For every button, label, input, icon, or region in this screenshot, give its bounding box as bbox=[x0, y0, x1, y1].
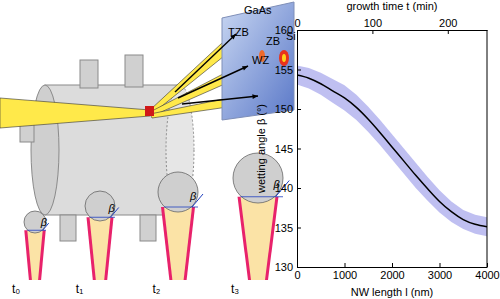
chamber-port bbox=[125, 55, 143, 87]
tick-label: 2000 bbox=[380, 269, 404, 281]
detector bbox=[222, 2, 294, 120]
stage-label: t₀ bbox=[12, 282, 20, 296]
detector-spot bbox=[282, 54, 286, 62]
nanowire-shell bbox=[238, 197, 279, 280]
tick-label: 200 bbox=[439, 17, 457, 29]
series-line bbox=[297, 75, 487, 227]
tick-mark bbox=[297, 109, 301, 110]
arrow bbox=[182, 96, 258, 104]
stage-label: t₂ bbox=[152, 282, 160, 296]
tick: 155 bbox=[275, 64, 301, 76]
tick-label: 140 bbox=[275, 182, 293, 194]
sample bbox=[145, 106, 154, 116]
nanowire-shell bbox=[87, 217, 114, 280]
angle-base bbox=[241, 196, 284, 197]
plot-frame bbox=[487, 30, 488, 267]
tick-mark bbox=[392, 263, 393, 267]
tick-mark bbox=[448, 30, 449, 34]
chamber-port bbox=[140, 215, 156, 241]
axis-line bbox=[298, 30, 488, 31]
nanowire-core bbox=[27, 230, 42, 280]
detector-label: TZB bbox=[228, 26, 249, 38]
tick: 200 bbox=[439, 17, 457, 34]
tick-mark bbox=[345, 263, 346, 267]
arrow-head bbox=[242, 66, 248, 70]
tick: 130 bbox=[275, 261, 301, 273]
nanowire-core bbox=[241, 197, 276, 280]
tick: 3000 bbox=[428, 263, 452, 281]
stage-label: t₁ bbox=[76, 282, 83, 296]
tick-mark bbox=[440, 263, 441, 267]
nanowire-shell bbox=[24, 230, 45, 280]
xray-beam bbox=[0, 98, 150, 128]
stage-label: t₃ bbox=[231, 282, 239, 296]
tick-label: 100 bbox=[364, 17, 382, 29]
diagram: TZBWZZBGaAsSiβt₀βt₁βt₂βt₃ bbox=[0, 2, 296, 296]
angle-label: β bbox=[108, 202, 116, 214]
nanowire-shell bbox=[161, 207, 195, 280]
x2-axis-title: growth time t (min) bbox=[346, 0, 437, 12]
tick: 1000 bbox=[333, 263, 357, 281]
arrow bbox=[178, 66, 248, 98]
tick-mark bbox=[372, 30, 373, 34]
tick-label: 0 bbox=[294, 17, 300, 29]
detector-label: ZB bbox=[266, 35, 280, 47]
chamber-port bbox=[80, 60, 98, 88]
tick-label: 0 bbox=[294, 269, 300, 281]
nanowire-core bbox=[164, 207, 192, 280]
tick-mark bbox=[297, 228, 301, 229]
tick-mark bbox=[297, 149, 301, 150]
tick-mark bbox=[297, 70, 301, 71]
droplet bbox=[158, 172, 198, 212]
chart: 0100020003000400001002001301351401451501… bbox=[255, 0, 500, 298]
chamber-port bbox=[60, 215, 76, 241]
tick: 135 bbox=[275, 222, 301, 234]
y-axis-title: wetting angle β (°) bbox=[255, 104, 267, 194]
tick-mark bbox=[297, 30, 301, 31]
arrow-head bbox=[252, 94, 258, 99]
y-axis: 130 135 140 145 150 155 160 bbox=[275, 24, 301, 273]
tick: 160 bbox=[275, 24, 301, 36]
angle-label: β bbox=[189, 190, 197, 202]
tick-label: 4000 bbox=[475, 269, 499, 281]
tick: 140 bbox=[275, 182, 301, 194]
figure: TZBWZZBGaAsSiβt₀βt₁βt₂βt₃010002000300040… bbox=[0, 0, 500, 299]
plot-area bbox=[297, 66, 487, 237]
x2-axis: 0 100 200 bbox=[294, 17, 487, 34]
tick-label: 3000 bbox=[428, 269, 452, 281]
detector-label: GaAs bbox=[244, 4, 272, 16]
tick-label: 150 bbox=[275, 103, 293, 115]
tick: 100 bbox=[364, 17, 382, 34]
tick: 150 bbox=[275, 103, 301, 115]
tick-mark bbox=[297, 188, 301, 189]
uncertainty-band bbox=[297, 66, 487, 237]
tick-label: 130 bbox=[275, 261, 293, 273]
arrow bbox=[175, 34, 236, 92]
tick-label: 135 bbox=[275, 222, 293, 234]
tick-label: 145 bbox=[275, 143, 293, 155]
x-axis: 0 1000 2000 3000 4000 bbox=[294, 263, 499, 281]
tick-label: 1000 bbox=[333, 269, 357, 281]
x-axis-title: NW length l (nm) bbox=[351, 286, 434, 298]
tick-label: 155 bbox=[275, 64, 293, 76]
tick-label: 160 bbox=[275, 24, 293, 36]
detector-label: WZ bbox=[252, 54, 269, 66]
nanowire-core bbox=[90, 217, 111, 280]
tick-mark bbox=[297, 267, 301, 268]
angle-label: β bbox=[40, 216, 48, 228]
tick: 2000 bbox=[380, 263, 404, 281]
tick: 145 bbox=[275, 143, 301, 155]
